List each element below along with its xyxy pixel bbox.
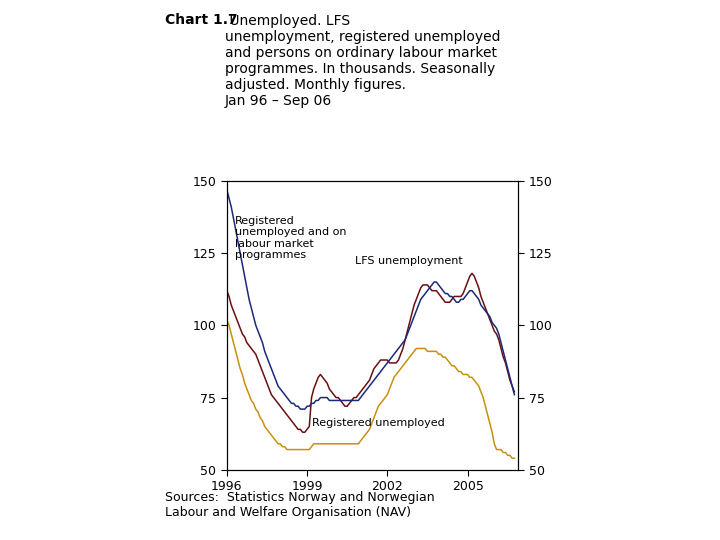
Text: Registered
unemployed and on
labour market
programmes: Registered unemployed and on labour mark… — [235, 215, 346, 260]
Text: Sources:  Statistics Norway and Norwegian
Labour and Welfare Organisation (NAV): Sources: Statistics Norway and Norwegian… — [165, 491, 434, 519]
Text: Registered unemployed: Registered unemployed — [312, 418, 445, 428]
Text: Unemployed. LFS
unemployment, registered unemployed
and persons on ordinary labo: Unemployed. LFS unemployment, registered… — [225, 14, 500, 109]
Text: LFS unemployment: LFS unemployment — [355, 256, 463, 266]
Text: Chart 1.7: Chart 1.7 — [165, 14, 238, 28]
